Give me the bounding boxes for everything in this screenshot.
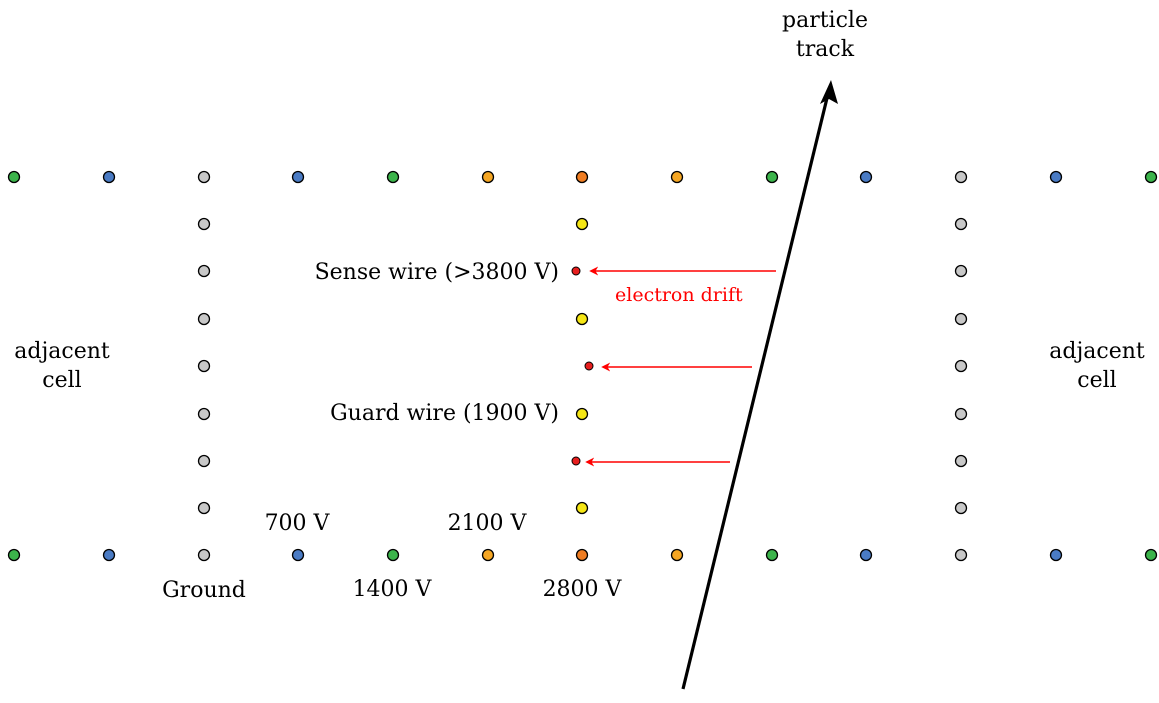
bottom-row-wire-v2100 [481,548,495,562]
bottom-row-wire-ground [197,548,211,562]
top-row-wire-ground [954,170,968,184]
left-column-wire-ground [197,501,211,515]
top-row-wire-v2800 [575,170,589,184]
bottom-row-wire-v1400 [386,548,400,562]
bottom-row-wire-v1400 [1144,548,1158,562]
left-column-wire-ground [197,407,211,421]
sense-wire-label: Sense wire (>3800 V) [315,260,559,285]
left-column-wire-ground [197,264,211,278]
electron-drift-label: electron drift [615,284,743,306]
right-column-wire-ground [954,359,968,373]
right-column-wire-ground [954,217,968,231]
sense-wire-3 [584,361,594,371]
bottom-row-wire-v700 [102,548,116,562]
bottom-row-wire-v700 [859,548,873,562]
voltage-2100-label: 2100 V [448,511,528,536]
top-row-wire-ground [197,170,211,184]
voltage-2800-label: 2800 V [543,577,623,602]
top-row-wire-v700 [859,170,873,184]
bottom-row-wire-v1400 [765,548,779,562]
ground-label: Ground [162,578,246,603]
bottom-row-wire-ground [954,548,968,562]
top-row-wire-v2100 [670,170,684,184]
left-column-wire-ground [197,312,211,326]
particle-track-label-line2: track [796,37,855,62]
right-column-wire-ground [954,264,968,278]
top-row-wire-v700 [291,170,305,184]
guard-wire-2 [575,312,589,326]
voltage-1400-label: 1400 V [353,577,433,602]
adjacent-cell-right-line2: cell [1077,368,1116,393]
top-row-wire-v1400 [386,170,400,184]
top-row-wire-v1400 [765,170,779,184]
top-row-wire-v1400 [1144,170,1158,184]
adjacent-cell-left-line2: cell [42,368,81,393]
particle-track-label-line1: particle [782,8,868,33]
left-column-wire-ground [197,217,211,231]
right-column-wire-ground [954,407,968,421]
sense-wire-5 [571,456,581,466]
top-row-wire-v700 [102,170,116,184]
guard-wire-label: Guard wire (1900 V) [330,401,559,426]
right-column-wire-ground [954,454,968,468]
bottom-row-wire-v700 [291,548,305,562]
left-column-wire-ground [197,454,211,468]
particle-track-line [681,93,830,690]
bottom-row-wire-v700 [1049,548,1063,562]
wire-grid [7,170,1158,562]
top-row-wire-v700 [1049,170,1063,184]
right-column-wire-ground [954,312,968,326]
bottom-row-wire-v1400 [7,548,21,562]
guard-wire-6 [575,501,589,515]
top-row-wire-v2100 [481,170,495,184]
particle-track-arrowhead [820,80,838,104]
guard-wire-0 [575,217,589,231]
sense-wire-1 [571,266,581,276]
adjacent-cell-right-line1: adjacent [1049,339,1145,364]
right-column-wire-ground [954,501,968,515]
left-column-wire-ground [197,359,211,373]
bottom-row-wire-v2800 [575,548,589,562]
guard-wire-4 [575,407,589,421]
bottom-row-wire-v2100 [670,548,684,562]
adjacent-cell-left-line1: adjacent [14,339,110,364]
voltage-700-label: 700 V [265,511,331,536]
top-row-wire-v1400 [7,170,21,184]
